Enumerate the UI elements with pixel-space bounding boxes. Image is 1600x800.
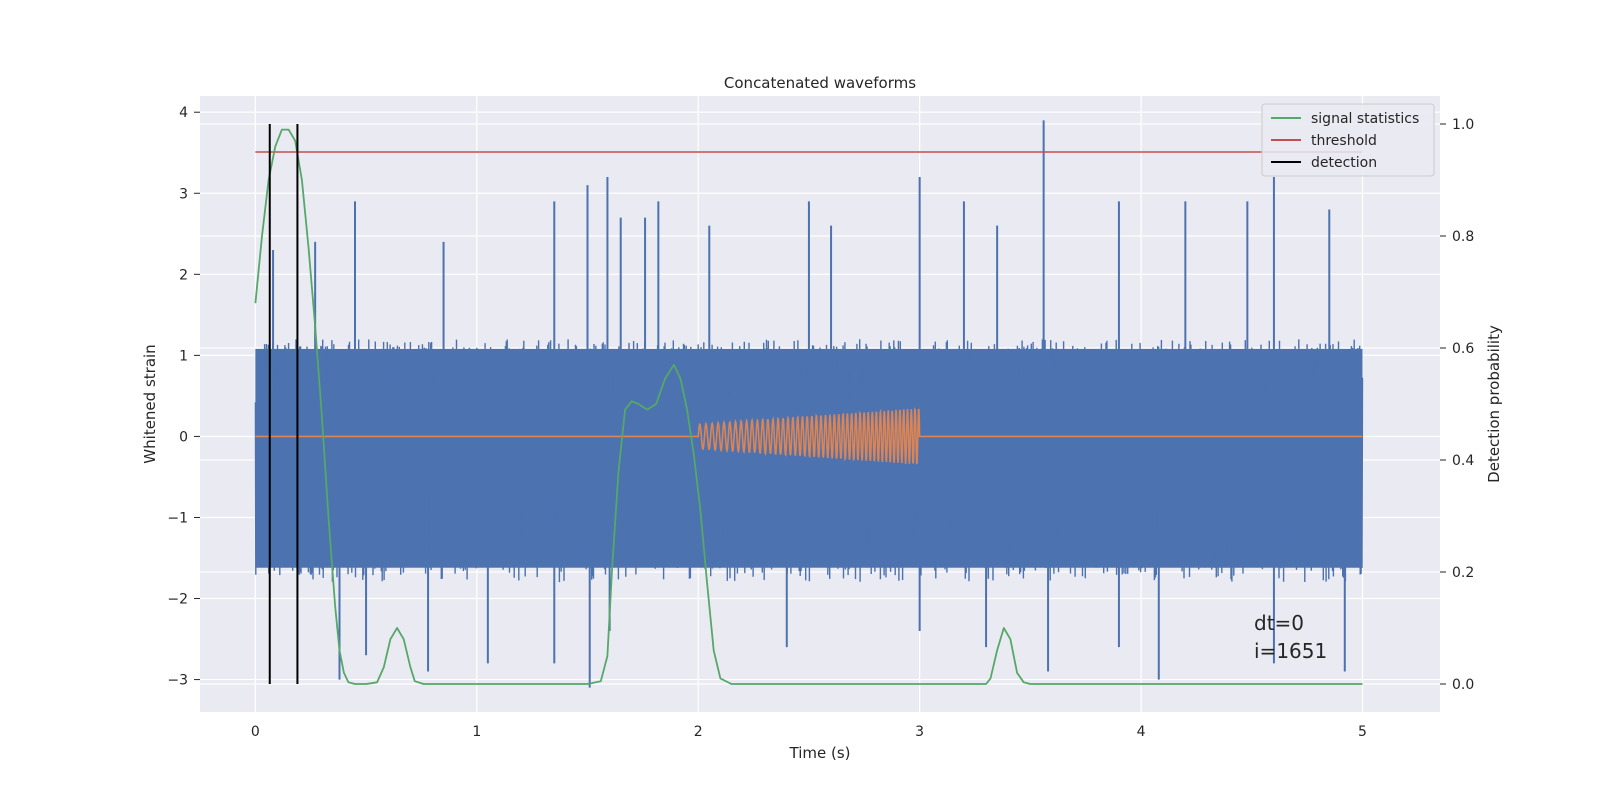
y2-tick-label: 0.6 [1452, 341, 1474, 357]
y-tick-label: −3 [167, 673, 188, 689]
chart-title: Concatenated waveforms [724, 74, 916, 92]
annotation-dt: dt=0 [1254, 611, 1304, 635]
y-tick-label: 4 [179, 105, 188, 121]
y-tick-label: 0 [179, 429, 188, 445]
legend-label: signal statistics [1311, 111, 1419, 127]
annotation: dt=0 i=1651 [1254, 611, 1327, 663]
y-tick-label: 2 [179, 267, 188, 283]
x-tick-label: 2 [694, 724, 703, 740]
x-tick-label: 4 [1137, 724, 1146, 740]
signal-statistics-line [254, 128, 1363, 685]
x-axis-ticks: 0 1 2 3 4 5 [251, 724, 1367, 740]
x-axis-title: Time (s) [789, 744, 851, 762]
x-tick-label: 1 [472, 724, 481, 740]
y2-tick-label: 0.8 [1452, 229, 1474, 245]
legend-box [1261, 103, 1435, 177]
y2-tick-label: 1.0 [1452, 117, 1474, 133]
y2-tick-label: 0.4 [1452, 453, 1474, 469]
annotation-index: i=1651 [1254, 639, 1327, 663]
waveform-line [255, 407, 1363, 465]
y2-tick-label: 0.2 [1452, 565, 1474, 581]
y-axis-ticks: −3 −2 −1 0 1 2 3 4 [167, 105, 200, 689]
legend-label: threshold [1311, 133, 1377, 149]
y-tick-label: 3 [179, 186, 188, 202]
y-tick-label: 1 [179, 348, 188, 364]
x-tick-label: 3 [915, 724, 924, 740]
y-axis-title: Whitened strain [141, 344, 159, 463]
legend-label: detection [1311, 155, 1377, 171]
legend: signal statistics threshold detection [1261, 103, 1435, 177]
x-tick-label: 0 [251, 724, 260, 740]
y2-axis-ticks: 0.0 0.2 0.4 0.6 0.8 1.0 [1440, 117, 1474, 693]
x-tick-label: 5 [1358, 724, 1367, 740]
y2-axis-title: Detection probability [1485, 325, 1503, 483]
y2-tick-label: 0.0 [1452, 677, 1474, 693]
series-layer [254, 120, 1364, 688]
y-tick-label: −2 [167, 592, 188, 608]
y-tick-label: −1 [167, 510, 188, 526]
